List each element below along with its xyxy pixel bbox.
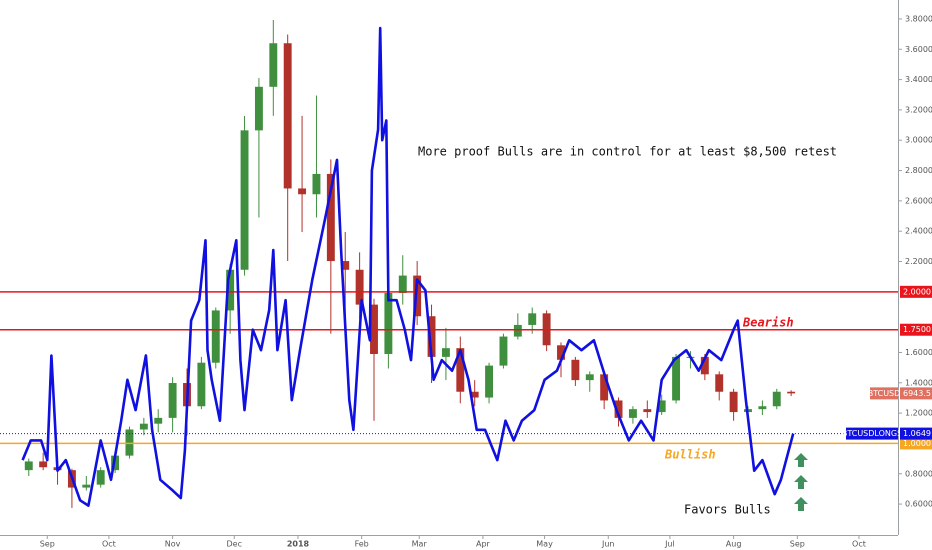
x-tick-label: Aug	[726, 540, 742, 549]
y-tick-label: 2.4000	[905, 227, 932, 236]
candle-body	[82, 484, 91, 488]
up-arrow	[794, 453, 808, 467]
axis-tag-label: 1.0000	[903, 439, 931, 448]
candle-body	[787, 391, 796, 394]
candle-body	[427, 316, 436, 357]
arrows	[794, 453, 808, 511]
annotation: Favors Bulls	[684, 503, 771, 517]
series-line	[21, 26, 795, 507]
y-tick-label: 3.2000	[905, 105, 932, 114]
candle-body	[485, 365, 494, 398]
x-tick-label: 2018	[287, 540, 310, 549]
candle-body	[614, 400, 623, 418]
candle-body	[672, 356, 681, 401]
candle-body	[283, 43, 292, 189]
price-value-tag	[900, 387, 932, 400]
candle-body	[571, 359, 580, 381]
candle-body	[628, 409, 637, 418]
annotation: Bullish	[664, 448, 716, 462]
axis-tag	[900, 285, 932, 298]
y-tick-label: 0.8000	[905, 469, 932, 478]
price-tag	[870, 387, 898, 400]
candle-body	[254, 86, 263, 131]
y-tick-label: 3.0000	[905, 136, 932, 145]
x-tick-label: May	[536, 540, 553, 549]
x-tick-label: Sep	[790, 540, 805, 549]
y-tick-label: 2.6000	[905, 196, 932, 205]
x-tick-label: Oct	[852, 540, 866, 549]
candle-body	[456, 348, 465, 392]
x-tick-label: Nov	[165, 540, 181, 549]
x-tick-label: Apr	[476, 540, 491, 549]
candle-body	[226, 269, 235, 311]
x-tick-label: Jun	[601, 540, 615, 549]
axis-tag-label: 2.0000	[903, 287, 931, 296]
y-tick-label: 1.4000	[905, 378, 932, 387]
candle-body	[96, 470, 105, 485]
price-value-label: 6943.5	[903, 389, 931, 398]
candle-body	[600, 374, 609, 401]
axis-tag-label: 1.7500	[903, 325, 931, 334]
candle-body	[700, 356, 709, 375]
x-tick-label: Sep	[40, 540, 55, 549]
axis-tag	[900, 323, 932, 336]
candle-body	[154, 417, 163, 424]
candle-body	[24, 461, 33, 471]
value-tag	[900, 427, 932, 440]
series-tag-name: BTCUSDLONGS	[842, 429, 902, 438]
up-arrow	[794, 497, 808, 511]
axis-tag	[900, 437, 932, 450]
y-tick-label: 0.6000	[905, 500, 932, 509]
candle-body	[470, 391, 479, 398]
price-tag-name: BTCUSD	[868, 389, 901, 398]
up-arrow	[794, 475, 808, 489]
candle-body	[499, 336, 508, 366]
annotation: Bearish	[742, 316, 794, 330]
candle-body	[211, 310, 220, 363]
x-tick-label: Feb	[355, 540, 369, 549]
y-tick-label: 1.2000	[905, 409, 932, 418]
candle-body	[441, 348, 450, 357]
y-tick-label: 2.8000	[905, 166, 932, 175]
candle-body	[355, 269, 364, 305]
candle-body	[341, 261, 350, 270]
annotation: More proof Bulls are in control for at l…	[418, 145, 837, 159]
candle-body	[528, 313, 537, 325]
candle-body	[168, 383, 177, 418]
candle-body	[557, 345, 565, 360]
candle-body	[643, 409, 652, 413]
candle-body	[197, 362, 206, 407]
x-tick-label: Dec	[227, 540, 242, 549]
candle-body	[513, 324, 522, 337]
candle-body	[585, 374, 594, 381]
candle-body	[729, 391, 738, 413]
candle-body	[326, 173, 335, 262]
x-tick-label: Mar	[412, 540, 428, 549]
y-tick-label: 3.4000	[905, 75, 932, 84]
x-tick-label: Jul	[664, 540, 675, 549]
candle-body	[715, 374, 724, 392]
candle-body	[657, 400, 666, 413]
candle-body	[298, 188, 307, 195]
candle-body	[139, 423, 148, 430]
candle-body	[384, 292, 393, 354]
series-tag	[846, 427, 898, 440]
y-tick-label: 3.6000	[905, 45, 932, 54]
candle-body	[312, 173, 321, 195]
candle-body	[772, 391, 781, 407]
candle-body	[125, 429, 134, 456]
x-tick-label: Oct	[102, 540, 116, 549]
candle-body	[269, 43, 278, 87]
y-tick-label: 2.2000	[905, 257, 932, 266]
value-tag-label: 1.0649	[903, 429, 931, 438]
y-tick-label: 3.8000	[905, 14, 932, 23]
y-tick-label: 1.6000	[905, 348, 932, 357]
candle-body	[240, 130, 249, 270]
candle-body	[39, 461, 48, 468]
candle-body	[758, 406, 767, 410]
candle-body	[398, 275, 407, 293]
